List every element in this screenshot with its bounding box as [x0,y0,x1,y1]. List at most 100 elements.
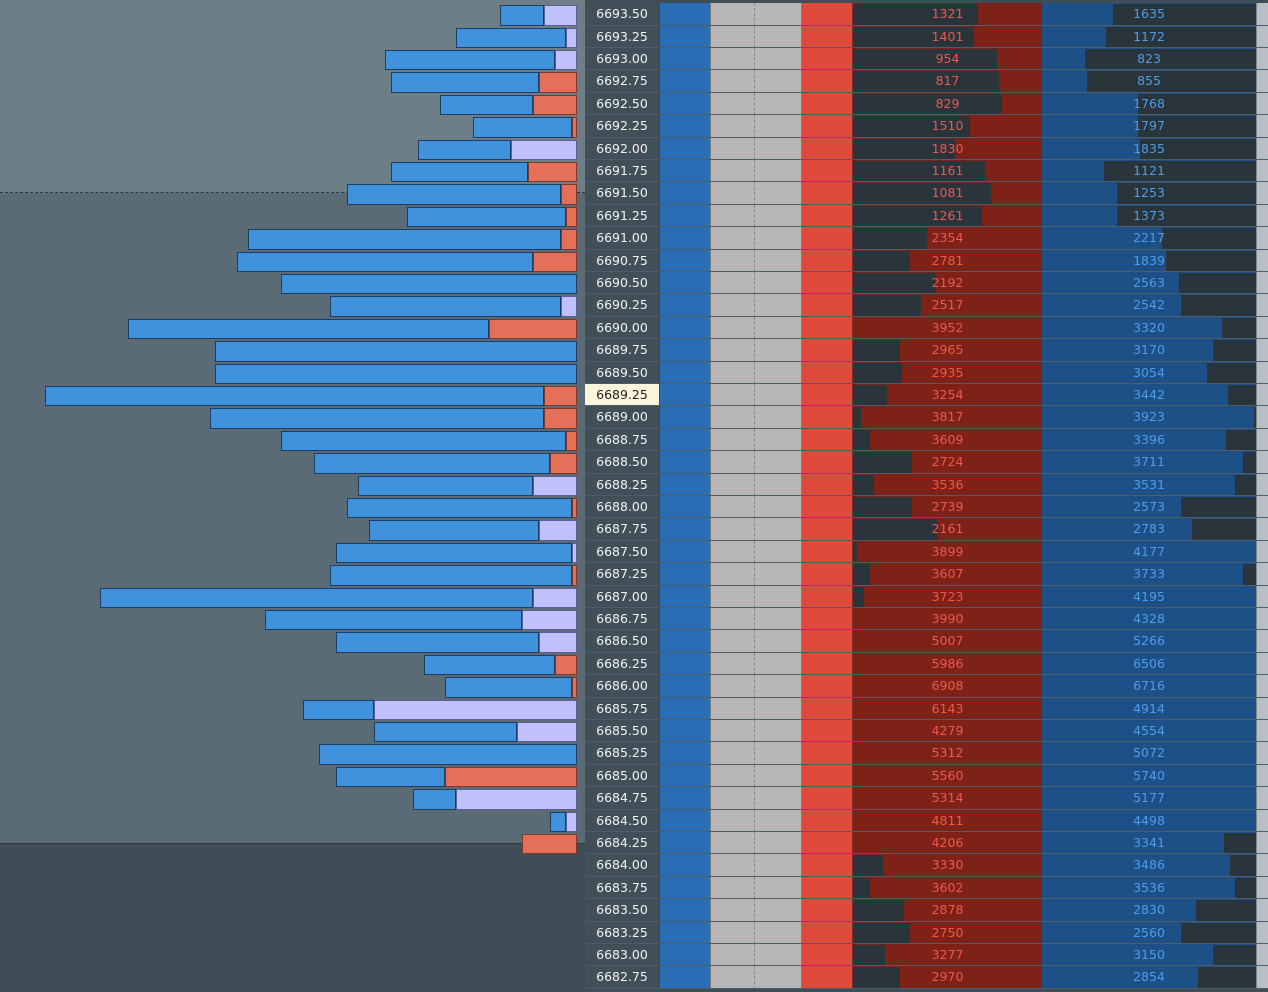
ladder-row[interactable]: 6687.25 3607 3733 [585,563,1268,586]
ask-size-cell[interactable] [755,921,802,944]
price-cell[interactable]: 6690.75 [585,249,659,272]
ask-cell[interactable] [802,339,853,362]
price-cell[interactable]: 6693.00 [585,48,659,71]
ask-size-cell[interactable] [755,272,802,295]
ask-cell[interactable] [802,966,853,989]
ladder-scrollbar-segment[interactable] [1256,876,1268,900]
bid-cell[interactable] [659,182,710,205]
ladder-row[interactable]: 6689.00 3817 3923 [585,406,1268,430]
bid-cell[interactable] [659,406,710,429]
bid-cell[interactable] [659,742,710,765]
price-cell[interactable]: 6692.50 [585,92,659,116]
ladder-row[interactable]: 6688.25 3536 3531 [585,473,1268,497]
bid-size-cell[interactable] [710,518,755,541]
bid-cell[interactable] [659,921,710,944]
ladder-row[interactable]: 6693.25 1401 1172 [585,25,1268,49]
ladder-row[interactable]: 6691.75 1161 1121 [585,160,1268,183]
current-price-cell[interactable]: 6689.25 [585,384,659,407]
bid-size-cell[interactable] [710,48,755,71]
price-cell[interactable]: 6687.25 [585,563,659,586]
ask-size-cell[interactable] [755,473,802,496]
price-cell[interactable]: 6692.75 [585,70,659,93]
ladder-row[interactable]: 6687.50 3899 4177 [585,540,1268,564]
bid-size-cell[interactable] [710,70,755,93]
price-cell[interactable]: 6688.75 [585,428,659,452]
ladder-row[interactable]: 6688.50 2724 3711 [585,451,1268,474]
ladder-row[interactable]: 6689.50 2935 3054 [585,361,1268,385]
ask-cell[interactable] [802,944,853,967]
price-cell[interactable]: 6688.00 [585,496,659,519]
bid-size-cell[interactable] [710,899,755,922]
bid-cell[interactable] [659,451,710,474]
ask-cell[interactable] [802,48,853,71]
ladder-scrollbar-segment[interactable] [1256,92,1268,116]
ask-cell[interactable] [802,540,853,564]
ask-size-cell[interactable] [755,294,802,317]
ask-size-cell[interactable] [755,720,802,743]
ask-size-cell[interactable] [755,451,802,474]
bid-size-cell[interactable] [710,361,755,384]
bid-size-cell[interactable] [710,3,755,26]
ask-size-cell[interactable] [755,384,802,407]
ladder-row[interactable]: 6689.75 2965 3170 [585,339,1268,362]
ask-cell[interactable] [802,272,853,295]
ask-cell[interactable] [802,160,853,183]
ladder-row[interactable]: 6692.25 1510 1797 [585,115,1268,138]
ladder-scrollbar-segment[interactable] [1256,697,1268,720]
ask-cell[interactable] [802,249,853,272]
price-cell[interactable]: 6691.00 [585,227,659,250]
ask-size-cell[interactable] [755,697,802,720]
bid-cell[interactable] [659,473,710,496]
bid-cell[interactable] [659,160,710,183]
ask-cell[interactable] [802,563,853,586]
price-cell[interactable]: 6687.50 [585,540,659,564]
bid-size-cell[interactable] [710,160,755,183]
price-cell[interactable]: 6686.25 [585,652,659,676]
price-cell[interactable]: 6686.50 [585,630,659,653]
ask-cell[interactable] [802,518,853,541]
ask-size-cell[interactable] [755,182,802,205]
ladder-scrollbar-segment[interactable] [1256,675,1268,698]
ask-size-cell[interactable] [755,428,802,452]
bid-cell[interactable] [659,339,710,362]
ladder-row[interactable]: 6692.00 1830 1835 [585,137,1268,161]
price-cell[interactable]: 6689.00 [585,406,659,429]
price-cell[interactable]: 6687.00 [585,585,659,608]
ask-size-cell[interactable] [755,630,802,653]
ask-size-cell[interactable] [755,608,802,631]
ladder-row[interactable]: 6687.75 2161 2783 [585,518,1268,542]
ladder-scrollbar-segment[interactable] [1256,966,1268,989]
price-cell[interactable]: 6686.00 [585,675,659,698]
ladder-row[interactable]: 6683.50 2878 2830 [585,899,1268,922]
ask-size-cell[interactable] [755,249,802,272]
ask-size-cell[interactable] [755,339,802,362]
bid-cell[interactable] [659,585,710,608]
price-cell[interactable]: 6690.50 [585,272,659,295]
ask-cell[interactable] [802,585,853,608]
ask-size-cell[interactable] [755,652,802,676]
ladder-row[interactable]: 6693.00 954 823 [585,48,1268,71]
bid-size-cell[interactable] [710,742,755,765]
bid-size-cell[interactable] [710,921,755,944]
ladder-scrollbar-segment[interactable] [1256,496,1268,519]
bid-size-cell[interactable] [710,227,755,250]
bid-size-cell[interactable] [710,675,755,698]
ladder-scrollbar-segment[interactable] [1256,540,1268,564]
ladder-row[interactable]: 6692.75 817 855 [585,70,1268,94]
bid-cell[interactable] [659,787,710,810]
ladder-row[interactable]: 6689.25 3254 3442 [585,384,1268,407]
bid-size-cell[interactable] [710,966,755,989]
ladder-row[interactable]: 6688.75 3609 3396 [585,428,1268,452]
bid-size-cell[interactable] [710,428,755,452]
ask-cell[interactable] [802,921,853,944]
ask-cell[interactable] [802,764,853,788]
ask-size-cell[interactable] [755,518,802,541]
bid-size-cell[interactable] [710,272,755,295]
bid-cell[interactable] [659,832,710,855]
bid-size-cell[interactable] [710,832,755,855]
bid-cell[interactable] [659,3,710,26]
bid-cell[interactable] [659,272,710,295]
bid-cell[interactable] [659,227,710,250]
ask-size-cell[interactable] [755,966,802,989]
ladder-scrollbar-segment[interactable] [1256,899,1268,922]
